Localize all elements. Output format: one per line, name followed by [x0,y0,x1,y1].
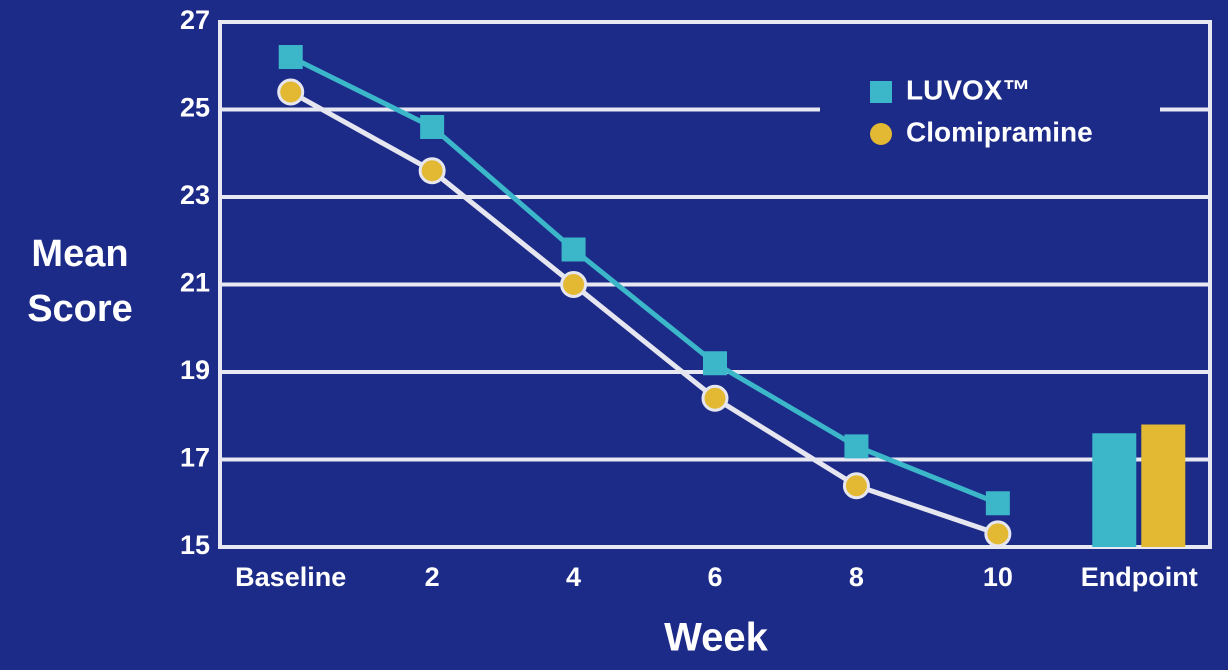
y-tick-label: 23 [180,180,210,210]
y-tick-label: 17 [180,443,210,473]
x-tick-label: 10 [983,562,1013,592]
x-tick-label: 8 [849,562,864,592]
bar [1092,433,1137,547]
x-tick-label: Baseline [235,562,346,592]
marker [844,434,869,459]
x-tick-label: 4 [566,562,581,592]
legend-label: LUVOX™ [906,74,1030,105]
marker [560,271,588,298]
x-tick-label: Endpoint [1081,562,1198,592]
legend-marker [870,123,892,145]
x-tick-label: 2 [425,562,440,592]
y-tick-label: 15 [180,530,210,560]
y-tick-label: 27 [180,5,210,35]
marker [703,351,727,376]
y-axis-label: Mean [31,233,128,275]
marker [278,45,303,69]
bar [1141,424,1186,547]
plot-frame [218,20,1212,549]
marker [420,115,445,139]
marker [561,237,586,262]
line [289,54,999,506]
x-tick-label: 6 [707,562,722,592]
legend-label: Clomipramine [906,116,1093,147]
marker [277,78,305,106]
marker [701,384,729,412]
x-axis-label: Week [664,616,769,660]
y-tick-label: 21 [180,268,210,298]
y-tick-label: 25 [180,93,210,123]
legend-marker [870,81,892,103]
y-axis-label: Score [27,288,133,330]
y-tick-label: 19 [180,355,210,385]
marker [984,520,1012,548]
marker [418,157,446,185]
marker [985,491,1010,516]
marker [842,472,870,500]
line [289,89,999,537]
